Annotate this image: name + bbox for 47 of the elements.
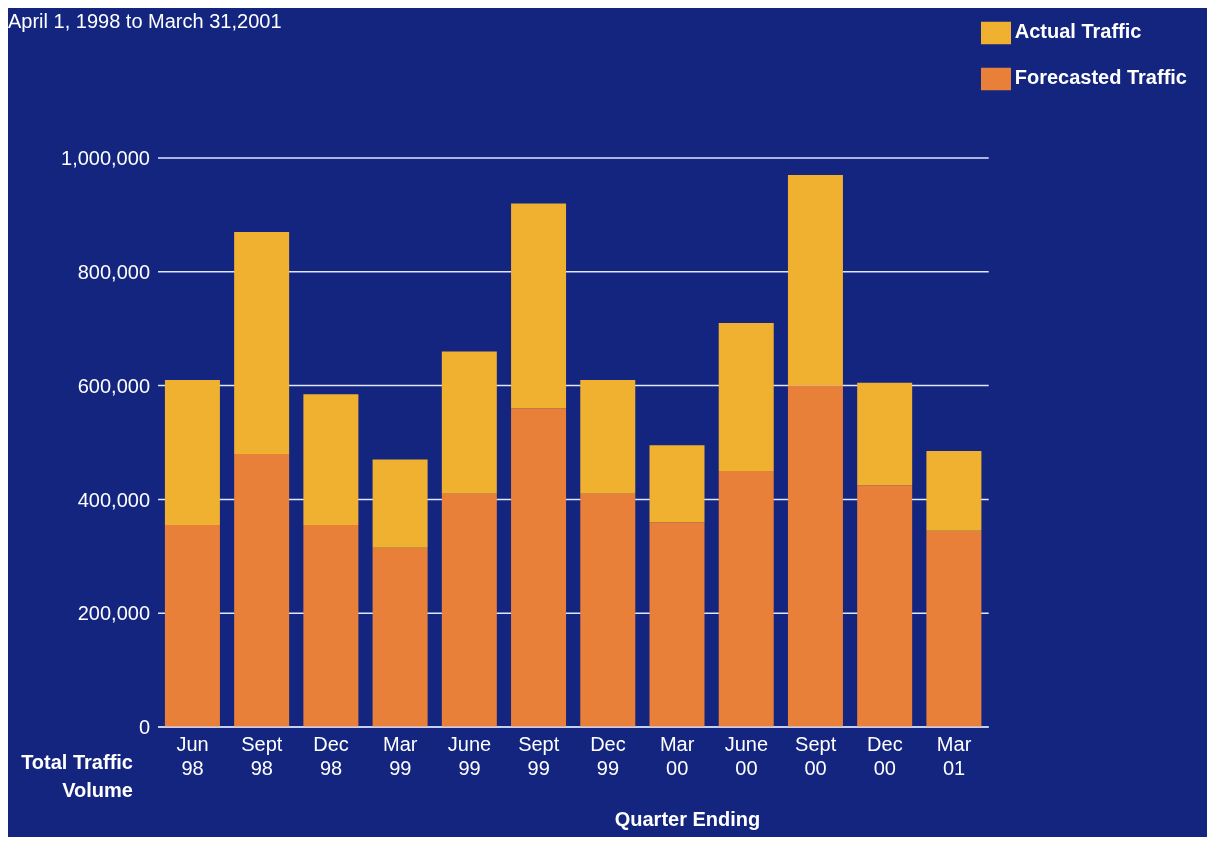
bar [580,379,636,494]
x-axis-title: Quarter Ending [613,808,762,831]
legend-label: Forecasted Traffic [1014,66,1187,88]
y-tick-label: 600,000 [77,374,150,397]
y-tick-label: 0 [138,716,150,739]
y-tick-label: 200,000 [77,602,150,625]
x-tick-label: Dec 00 [867,733,903,779]
x-tick-label: Dec 98 [313,733,349,779]
bar [234,453,290,727]
bar [303,525,359,727]
bar [926,530,982,727]
bar [580,493,636,727]
y-tick-label: 400,000 [77,488,150,511]
x-tick-label: Sept 99 [518,733,560,779]
bar [511,203,567,409]
chart-title: April 1, 1998 to March 31,2001 [8,10,282,33]
bar [787,385,843,727]
y-tick-label: 1,000,000 [61,147,150,170]
bar [303,394,359,526]
bar [787,175,843,386]
x-tick-label: Sept 00 [795,733,837,779]
x-tick-label: June 99 [447,733,492,779]
x-tick-label: Dec 99 [590,733,626,779]
bar [718,470,774,727]
x-tick-label: Mar 99 [383,733,418,779]
bar [372,459,428,548]
x-tick-label: Mar 01 [936,733,972,779]
bar [164,525,220,727]
x-tick-label: Sept 98 [241,733,283,779]
bar [857,485,913,727]
legend-label: Actual Traffic [1014,20,1142,42]
x-tick-label: Mar 00 [659,733,695,779]
bar [857,382,913,486]
y-tick-label: 800,000 [77,260,150,283]
bar [234,231,290,454]
x-tick-label: June 00 [724,733,769,779]
bar [511,408,567,727]
x-tick-label: Jun 98 [176,733,209,779]
bar [926,451,982,531]
bar [164,379,220,526]
bar [649,522,705,727]
bar [649,445,705,523]
bar [441,493,497,727]
bar [441,351,497,494]
bar [372,547,428,727]
bar [718,323,774,471]
y-axis-title: Total Traffic Volume [20,750,133,803]
